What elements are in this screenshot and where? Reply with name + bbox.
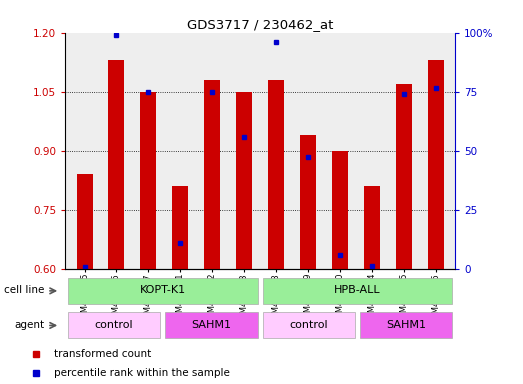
Text: SAHM1: SAHM1 [191,320,232,330]
Text: percentile rank within the sample: percentile rank within the sample [54,368,230,378]
Bar [173,186,188,269]
Bar [68,278,258,304]
Text: transformed count: transformed count [54,349,152,359]
Bar [428,60,444,269]
Bar [76,174,93,269]
Bar [236,92,252,269]
Bar [360,313,452,338]
Text: HPB-ALL: HPB-ALL [334,285,381,295]
Bar [300,135,316,269]
Bar [268,80,284,269]
Text: cell line: cell line [4,285,44,295]
Bar [364,186,380,269]
Text: SAHM1: SAHM1 [386,320,426,330]
Bar [204,80,220,269]
Text: control: control [290,320,328,330]
Bar [263,313,355,338]
Bar [68,313,160,338]
Bar [108,60,124,269]
Bar [263,278,452,304]
Bar [332,151,348,269]
Bar [141,92,156,269]
Bar [396,84,412,269]
Bar [165,313,258,338]
Text: KOPT-K1: KOPT-K1 [140,285,186,295]
Text: control: control [95,320,133,330]
Text: agent: agent [14,320,44,330]
Title: GDS3717 / 230462_at: GDS3717 / 230462_at [187,18,333,31]
